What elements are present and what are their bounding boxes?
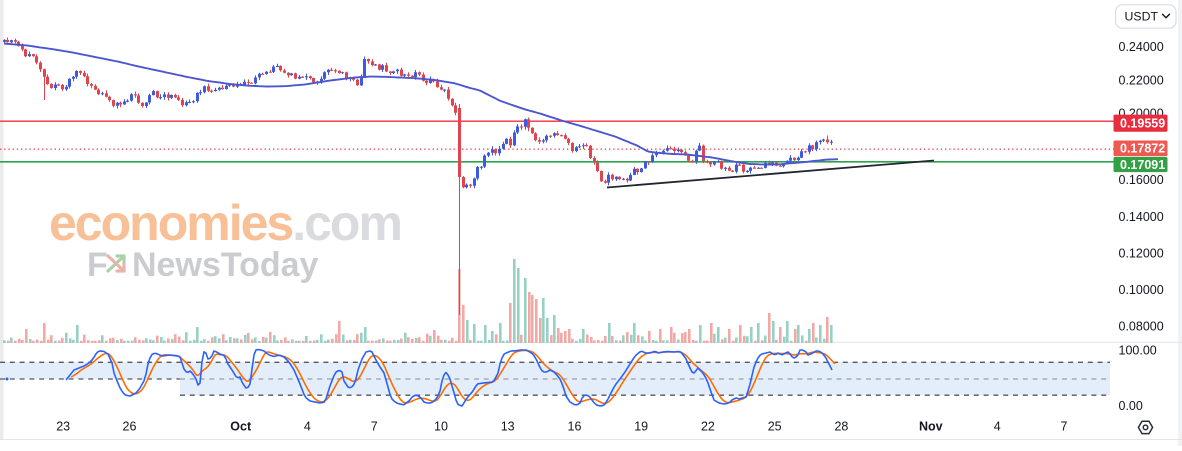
svg-text:23: 23	[56, 419, 70, 433]
svg-text:0.17091: 0.17091	[1120, 158, 1165, 172]
svg-text:0.10000: 0.10000	[1119, 283, 1164, 297]
svg-text:0.24000: 0.24000	[1119, 40, 1164, 54]
svg-text:19: 19	[634, 419, 648, 433]
svg-text:100.00: 100.00	[1119, 344, 1157, 358]
svg-text:0.16000: 0.16000	[1119, 173, 1164, 187]
svg-text:F: F	[87, 246, 108, 284]
svg-text:NewsToday: NewsToday	[132, 246, 319, 284]
svg-text:4: 4	[304, 419, 311, 433]
svg-text:0.08000: 0.08000	[1119, 320, 1164, 334]
svg-text:0.12000: 0.12000	[1119, 246, 1164, 260]
svg-text:13: 13	[501, 419, 515, 433]
svg-text:26: 26	[123, 419, 137, 433]
svg-text:10: 10	[434, 419, 448, 433]
svg-text:economies.com: economies.com	[49, 195, 401, 251]
svg-text:0.19559: 0.19559	[1120, 117, 1165, 131]
svg-text:0.22000: 0.22000	[1119, 74, 1164, 88]
svg-text:Nov: Nov	[919, 419, 943, 433]
svg-text:USDT: USDT	[1125, 10, 1159, 24]
svg-text:0.17872: 0.17872	[1120, 142, 1165, 156]
svg-text:0.14000: 0.14000	[1119, 210, 1164, 224]
svg-text:22: 22	[701, 419, 715, 433]
svg-text:7: 7	[371, 419, 378, 433]
svg-text:16: 16	[568, 419, 582, 433]
svg-text:0.00: 0.00	[1119, 399, 1143, 413]
svg-text:Oct: Oct	[230, 419, 252, 433]
svg-text:28: 28	[834, 419, 848, 433]
svg-text:25: 25	[768, 419, 782, 433]
svg-text:4: 4	[994, 419, 1001, 433]
svg-text:7: 7	[1061, 419, 1068, 433]
